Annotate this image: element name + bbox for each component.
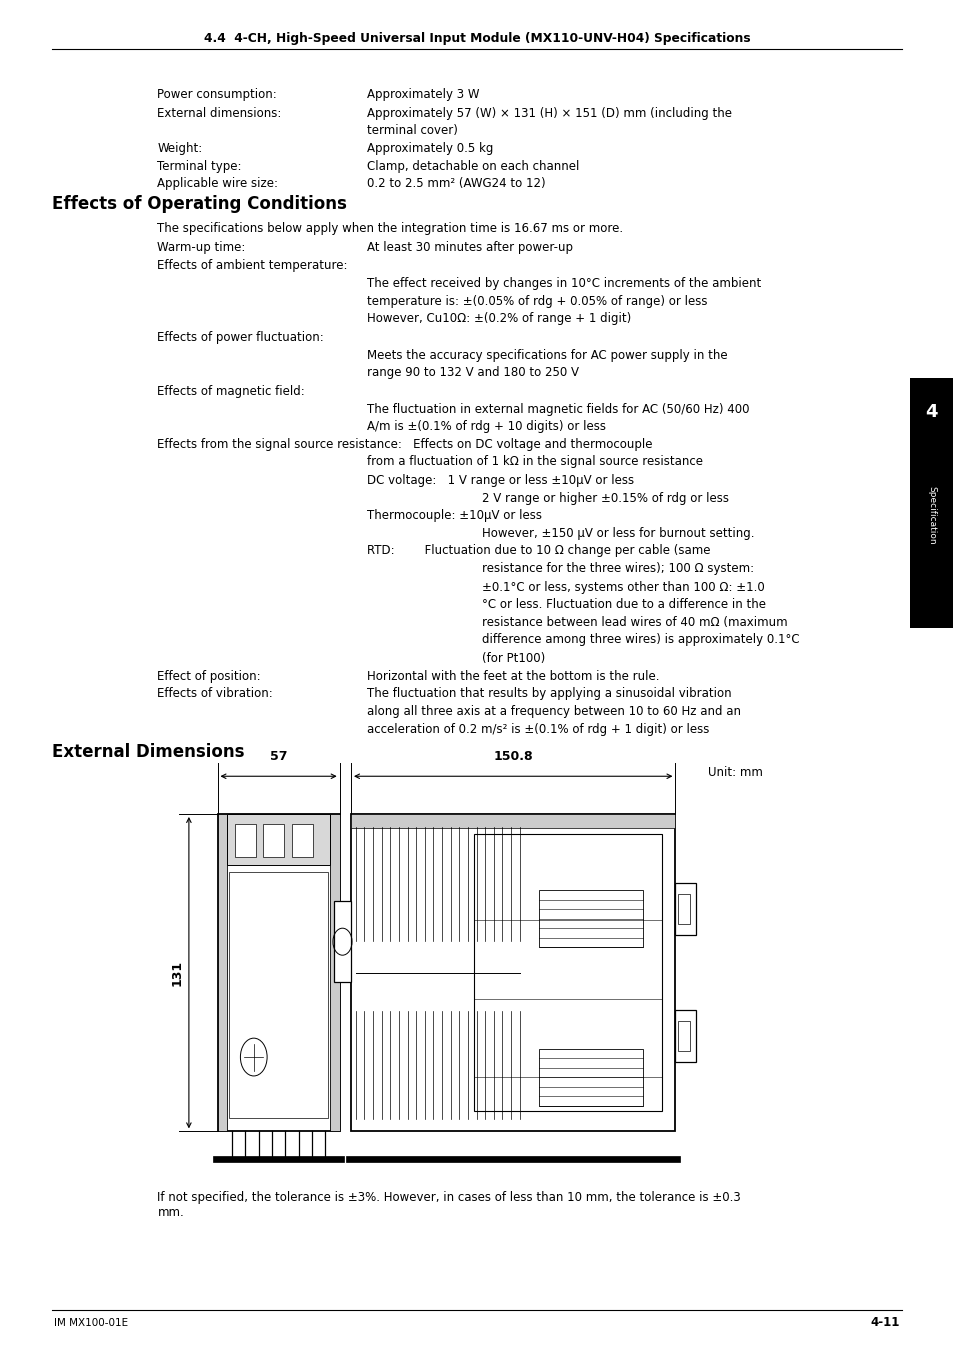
Bar	[217, 814, 227, 1131]
Text: Specification: Specification	[926, 486, 935, 544]
Text: from a fluctuation of 1 kΩ in the signal source resistance: from a fluctuation of 1 kΩ in the signal…	[367, 455, 702, 468]
Text: The fluctuation that results by applying a sinusoidal vibration: The fluctuation that results by applying…	[367, 687, 731, 701]
Bar	[538, 1049, 642, 1106]
Text: Weight:: Weight:	[157, 142, 202, 155]
Text: 131: 131	[171, 960, 184, 985]
Bar	[213, 1156, 344, 1162]
Bar	[227, 814, 330, 865]
Text: resistance between lead wires of 40 mΩ (maximum: resistance between lead wires of 40 mΩ (…	[481, 616, 786, 629]
Text: resistance for the three wires); 100 Ω system:: resistance for the three wires); 100 Ω s…	[481, 562, 753, 575]
Text: Unit: mm: Unit: mm	[707, 765, 762, 779]
Text: Approximately 57 (W) × 131 (H) × 151 (D) mm (including the: Approximately 57 (W) × 131 (H) × 151 (D)…	[367, 107, 732, 120]
Text: Effects of vibration:: Effects of vibration:	[157, 687, 273, 701]
Text: terminal cover): terminal cover)	[367, 124, 457, 138]
Text: Effect of position:: Effect of position:	[157, 670, 261, 683]
Text: 0.2 to 2.5 mm² (AWG24 to 12): 0.2 to 2.5 mm² (AWG24 to 12)	[367, 177, 545, 190]
Text: The specifications below apply when the integration time is 16.67 ms or more.: The specifications below apply when the …	[157, 221, 623, 235]
Text: If not specified, the tolerance is ±3%. However, in cases of less than 10 mm, th: If not specified, the tolerance is ±3%. …	[157, 1191, 740, 1219]
Text: A/m is ±(0.1% of rdg + 10 digits) or less: A/m is ±(0.1% of rdg + 10 digits) or les…	[367, 420, 606, 433]
Text: IM MX100-01E: IM MX100-01E	[54, 1318, 129, 1328]
Text: difference among three wires) is approximately 0.1°C: difference among three wires) is approxi…	[481, 633, 799, 647]
Text: 2 V range or higher ±0.15% of rdg or less: 2 V range or higher ±0.15% of rdg or les…	[481, 491, 728, 505]
Text: Effects from the signal source resistance:   Effects on DC voltage and thermocou: Effects from the signal source resistanc…	[157, 437, 652, 451]
Text: External dimensions:: External dimensions:	[157, 107, 281, 120]
Bar	[538, 890, 642, 948]
Text: °C or less. Fluctuation due to a difference in the: °C or less. Fluctuation due to a differe…	[481, 598, 765, 612]
Text: Thermocouple: ±10μV or less: Thermocouple: ±10μV or less	[367, 509, 541, 522]
Text: Warm-up time:: Warm-up time:	[157, 240, 246, 254]
Text: Meets the accuracy specifications for AC power supply in the: Meets the accuracy specifications for AC…	[367, 348, 727, 362]
Bar	[351, 814, 675, 828]
Text: Approximately 0.5 kg: Approximately 0.5 kg	[367, 142, 493, 155]
Bar	[217, 814, 339, 1131]
Text: Power consumption:: Power consumption:	[157, 88, 277, 101]
Bar	[351, 814, 675, 1131]
Text: Effects of power fluctuation:: Effects of power fluctuation:	[157, 331, 324, 344]
Text: Effects of Operating Conditions: Effects of Operating Conditions	[52, 194, 347, 213]
Text: DC voltage:   1 V range or less ±10μV or less: DC voltage: 1 V range or less ±10μV or l…	[367, 474, 634, 487]
Bar	[334, 902, 351, 983]
Bar	[263, 824, 284, 857]
Bar	[330, 814, 339, 1131]
Bar	[678, 1021, 689, 1050]
Bar	[292, 824, 313, 857]
Bar	[908, 378, 953, 628]
Text: temperature is: ±(0.05% of rdg + 0.05% of range) or less: temperature is: ±(0.05% of rdg + 0.05% o…	[367, 294, 707, 308]
Text: Approximately 3 W: Approximately 3 W	[367, 88, 479, 101]
Bar	[229, 872, 328, 1118]
Text: However, Cu10Ω: ±(0.2% of range + 1 digit): However, Cu10Ω: ±(0.2% of range + 1 digi…	[367, 312, 631, 325]
Text: acceleration of 0.2 m/s² is ±(0.1% of rdg + 1 digit) or less: acceleration of 0.2 m/s² is ±(0.1% of rd…	[367, 722, 709, 736]
Text: range 90 to 132 V and 180 to 250 V: range 90 to 132 V and 180 to 250 V	[367, 366, 578, 379]
Text: 57: 57	[270, 749, 287, 763]
Text: External Dimensions: External Dimensions	[52, 743, 245, 761]
Text: The effect received by changes in 10°C increments of the ambient: The effect received by changes in 10°C i…	[367, 277, 760, 290]
Text: Terminal type:: Terminal type:	[157, 159, 242, 173]
Bar	[234, 824, 255, 857]
Bar	[474, 834, 661, 1111]
Bar	[678, 894, 689, 923]
Text: Applicable wire size:: Applicable wire size:	[157, 177, 278, 190]
Text: 4-11: 4-11	[869, 1316, 899, 1330]
Text: along all three axis at a frequency between 10 to 60 Hz and an: along all three axis at a frequency betw…	[367, 705, 740, 718]
Text: Clamp, detachable on each channel: Clamp, detachable on each channel	[367, 159, 579, 173]
Text: RTD:        Fluctuation due to 10 Ω change per cable (same: RTD: Fluctuation due to 10 Ω change per …	[367, 544, 710, 558]
Text: 4: 4	[924, 402, 937, 421]
Text: 4.4  4-CH, High-Speed Universal Input Module (MX110-UNV-H04) Specifications: 4.4 4-CH, High-Speed Universal Input Mod…	[204, 32, 749, 45]
Text: 150.8: 150.8	[493, 749, 533, 763]
Text: Horizontal with the feet at the bottom is the rule.: Horizontal with the feet at the bottom i…	[367, 670, 659, 683]
Text: However, ±150 μV or less for burnout setting.: However, ±150 μV or less for burnout set…	[481, 526, 754, 540]
Text: ±0.1°C or less, systems other than 100 Ω: ±1.0: ±0.1°C or less, systems other than 100 Ω…	[481, 580, 763, 594]
Text: The fluctuation in external magnetic fields for AC (50/60 Hz) 400: The fluctuation in external magnetic fie…	[367, 402, 749, 416]
Text: At least 30 minutes after power-up: At least 30 minutes after power-up	[367, 240, 573, 254]
Text: (for Pt100): (for Pt100)	[481, 652, 544, 666]
Bar	[675, 883, 696, 934]
Text: Effects of magnetic field:: Effects of magnetic field:	[157, 385, 305, 398]
Bar	[675, 1010, 696, 1061]
Text: Effects of ambient temperature:: Effects of ambient temperature:	[157, 259, 348, 273]
Bar	[346, 1156, 679, 1162]
